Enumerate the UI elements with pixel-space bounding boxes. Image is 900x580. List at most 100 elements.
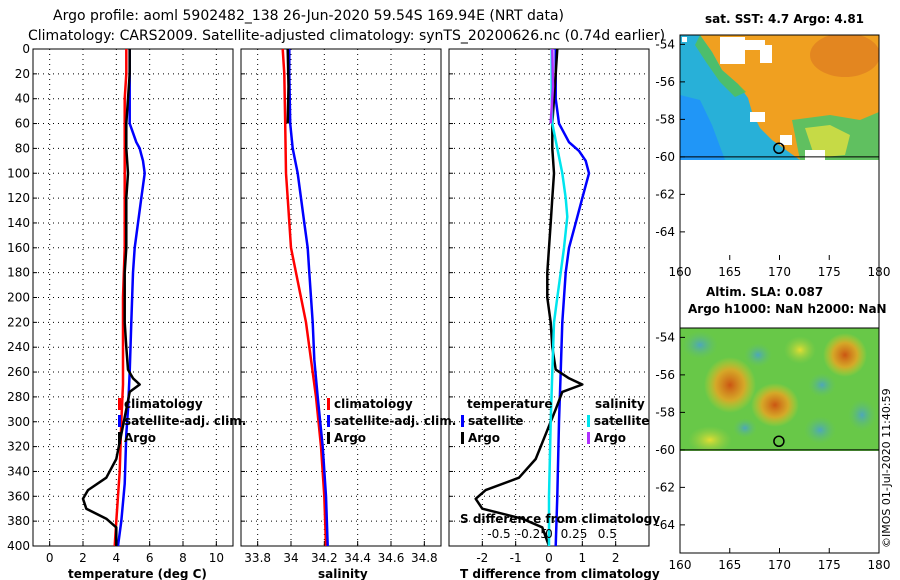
lon-tick-label: 180: [868, 265, 891, 279]
sst-cloud-5: [780, 135, 792, 145]
lon-tick-label: 175: [818, 558, 841, 572]
salinity-legend: climatology satellite-adj. clim. Argo: [327, 397, 456, 445]
lon-tick-label: 175: [818, 265, 841, 279]
y-tick-label: 20: [15, 67, 30, 81]
sla-argo-marker: [773, 435, 785, 447]
lat-tick-label: -54: [655, 330, 675, 344]
temperature-legend: climatology satellite-adj. clim. Argo: [118, 397, 246, 445]
sla-yellow-1: [784, 336, 816, 364]
y-tick-label: 160: [7, 241, 30, 255]
legend-argo-label: Argo: [124, 431, 156, 445]
sla-high-1: [704, 357, 756, 413]
legend-temp-argo-swatch: [461, 432, 464, 444]
x-tick-label: 0: [46, 551, 54, 565]
x-tick-label: 8: [179, 551, 187, 565]
lat-tick-label: -62: [655, 480, 675, 494]
sst-yellow-patch: [805, 125, 850, 158]
title-line-1: Argo profile: aoml 5902482_138 26-Jun-20…: [53, 8, 564, 24]
legend-temp-satellite-label: satellite: [468, 414, 523, 428]
sla-map-image: [680, 328, 879, 451]
legend-climatology-label: climatology: [124, 397, 203, 411]
imos-credit: ©IMOS 01-Jul-2020 11:40:59: [880, 388, 893, 548]
lon-tick-label: 165: [718, 265, 741, 279]
sst-map: sat. SST: 4.7 Argo: 4.81 -54 -56 -58 -60 -62…: [655, 12, 890, 434]
legend-salinity-title: salinity: [595, 397, 645, 411]
sla-high-2: [751, 383, 799, 427]
sst-cloud-6: [805, 150, 825, 160]
lat-tick-label: -64: [655, 225, 675, 239]
sst-map-title: sat. SST: 4.7 Argo: 4.81: [705, 12, 864, 26]
sla-low-3: [808, 373, 836, 397]
legend-climatology-label: climatology: [334, 397, 413, 411]
y-tick-label: 360: [7, 489, 30, 503]
s-tick-label: 0.5: [598, 527, 617, 541]
legend-argo-swatch: [327, 432, 330, 444]
salinity-series: [281, 48, 329, 547]
y-tick-label: 200: [7, 291, 30, 305]
salinity-grid: [241, 48, 441, 547]
difference-tick-labels: -2 -1 0 1 2: [476, 551, 619, 565]
sst-cloud-3: [760, 45, 772, 63]
lon-tick-label: 160: [669, 558, 692, 572]
x-tick-label: 34.4: [344, 551, 371, 565]
x-tick-label: -2: [476, 551, 488, 565]
sla-low-1: [682, 331, 718, 359]
sst-coldest-water: [680, 95, 725, 160]
legend-satellite-swatch: [118, 415, 121, 427]
salinity-tick-labels: 33.8 34 34.2 34.4 34.6 34.8: [244, 551, 437, 565]
legend-sal-satellite-swatch: [587, 415, 590, 427]
x-tick-label: 0: [545, 551, 553, 565]
y-tick-label: 280: [7, 390, 30, 404]
series-line-salinity-argo: [549, 48, 555, 124]
lon-tick-label: 170: [768, 558, 791, 572]
y-tick-label: 240: [7, 340, 30, 354]
sst-cloud-7: [682, 37, 687, 42]
s-tick-label: -0.25: [517, 527, 548, 541]
sst-cloud-4: [750, 112, 765, 122]
legend-sal-argo-swatch: [587, 432, 590, 444]
difference-grid: [449, 48, 649, 547]
sst-map-ticks: -54 -56 -58 -60 -62 -64 160 165 170 175 180: [655, 37, 890, 279]
series-line-satellite-adj-clim-: [116, 49, 146, 547]
lon-tick-label: 165: [718, 558, 741, 572]
y-tick-label: 140: [7, 216, 30, 230]
lon-tick-label: 160: [669, 265, 692, 279]
x-tick-label: 1: [579, 551, 587, 565]
lat-tick-label: -62: [655, 187, 675, 201]
sst-cloud-2: [745, 40, 765, 50]
s-tick-label: -0.5: [487, 527, 510, 541]
sla-low-4: [804, 416, 836, 444]
y-tick-label: 40: [15, 92, 30, 106]
x-tick-label: 33.8: [244, 551, 271, 565]
lat-tick-label: -54: [655, 37, 675, 51]
title-line-2: Climatology: CARS2009. Satellite-adjuste…: [28, 28, 665, 44]
sla-low-5: [848, 399, 876, 431]
y-tick-label: 220: [7, 315, 30, 329]
sst-cloud-1: [720, 37, 745, 64]
difference-panel: -2 -1 0 1 2 S difference from climatology -0…: [448, 48, 660, 580]
lat-tick-label: -58: [655, 112, 675, 126]
salinity-axis-label: salinity: [318, 567, 368, 580]
y-tick-label: 300: [7, 415, 30, 429]
lat-tick-label: -58: [655, 405, 675, 419]
sst-argo-marker: [773, 142, 785, 154]
sst-front: [695, 35, 746, 97]
legend-satellite-label: satellite-adj. clim.: [124, 414, 246, 428]
y-tick-label: 100: [7, 166, 30, 180]
series-line-temperature-argo: [474, 48, 584, 547]
y-tick-label: 80: [15, 141, 30, 155]
sla-map-subtitle: Argo h1000: NaN h2000: NaN: [688, 302, 887, 316]
sla-low-2: [744, 343, 772, 367]
s-difference-axis-label: S difference from climatology: [460, 512, 660, 526]
temperature-tick-labels: 0 2 4 6 8 10: [46, 551, 224, 565]
series-line-argo: [286, 48, 290, 124]
legend-satellite-swatch: [327, 415, 330, 427]
y-tick-label: 60: [15, 117, 30, 131]
legend-temp-argo-label: Argo: [468, 431, 500, 445]
y-tick-label: 400: [7, 539, 30, 553]
legend-satellite-label: satellite-adj. clim.: [334, 414, 456, 428]
x-tick-label: 6: [146, 551, 154, 565]
sla-low-6: [733, 418, 757, 438]
sla-map-title: Altim. SLA: 0.087: [706, 285, 823, 299]
difference-series: [474, 48, 591, 547]
